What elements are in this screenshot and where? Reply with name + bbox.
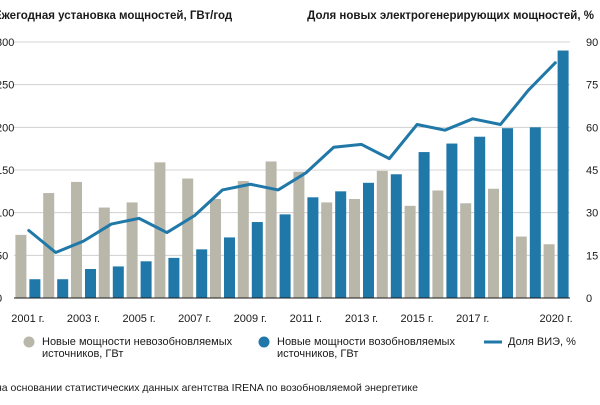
bar-nonrenewable — [265, 161, 277, 298]
left-tick-label: 50 — [0, 250, 8, 262]
bar-nonrenewable — [182, 178, 194, 298]
legend-marker-renewable — [258, 336, 270, 348]
bar-renewable — [557, 50, 569, 299]
bar-renewable — [446, 143, 458, 298]
bar-renewable — [251, 222, 263, 298]
bar-renewable — [140, 261, 152, 298]
right-tick-label: 75 — [586, 80, 598, 92]
bar-renewable — [57, 279, 69, 298]
bar-renewable — [390, 174, 402, 298]
bar-nonrenewable — [432, 190, 444, 298]
share-point — [194, 215, 196, 217]
share-point — [555, 61, 557, 63]
share-point — [55, 251, 57, 253]
bar-nonrenewable — [515, 236, 527, 298]
x-tick-label: 2009 г. — [234, 313, 267, 325]
right-tick-label: 30 — [586, 208, 598, 220]
right-tick-label: 60 — [586, 122, 598, 134]
bar-nonrenewable — [349, 199, 360, 298]
share-point — [166, 232, 168, 234]
share-point — [361, 143, 362, 145]
x-tick-label: 2017 г. — [456, 313, 489, 325]
gridlines — [14, 41, 570, 256]
bar-nonrenewable — [210, 199, 221, 298]
bar-renewable — [335, 191, 347, 298]
x-tick-label: 2011 г. — [290, 313, 322, 325]
bar-renewable — [224, 237, 235, 298]
share-point — [277, 189, 279, 191]
bar-nonrenewable — [404, 205, 416, 298]
bar-renewable — [196, 249, 208, 298]
bar-nonrenewable — [15, 234, 27, 298]
bar-renewable — [168, 257, 180, 298]
share-point — [138, 217, 140, 219]
left-tick-label: 300 — [0, 37, 14, 49]
share-point — [444, 129, 446, 131]
bar-nonrenewable — [543, 244, 555, 298]
share-polyline — [26, 60, 558, 254]
share-point — [472, 118, 474, 120]
left-tick-label: 150 — [0, 165, 14, 177]
share-point — [500, 123, 501, 125]
bar-renewable — [474, 136, 486, 298]
x-tick-label: 2001 г. — [11, 313, 44, 325]
share-point — [249, 183, 251, 185]
bars — [15, 50, 569, 299]
x-tick-label: 2013 г. — [345, 313, 378, 325]
share-point — [83, 240, 84, 242]
bar-renewable — [363, 182, 374, 298]
x-tick-label: 2015 г. — [400, 313, 433, 325]
x-tick-label: 2003 г. — [67, 313, 100, 325]
bar-nonrenewable — [321, 202, 333, 298]
bar-renewable — [529, 127, 541, 298]
share-point — [416, 123, 418, 125]
x-tick-label: 2007 г. — [178, 313, 211, 325]
legend-marker-nonrenewable — [23, 336, 35, 348]
legend-label-renewable: Новые мощности возобновляемых источников,… — [277, 336, 455, 360]
bar-renewable — [112, 266, 124, 298]
legend: Новые мощности невозобновляемых источнико… — [23, 336, 576, 360]
bar-renewable — [279, 214, 291, 298]
right-tick-label: 90 — [586, 37, 598, 49]
left-tick-label: 100 — [0, 208, 14, 220]
bar-nonrenewable — [237, 181, 249, 298]
share-point — [388, 158, 390, 160]
share-point — [110, 223, 112, 225]
right-tick-label: 0 — [586, 293, 592, 305]
axes: 0 0 50 15 100 30 150 45 200 60 250 75 300 90 2001 г. 20… — [0, 37, 598, 325]
x-tick-label: 2020 г. — [539, 313, 572, 325]
right-tick-label: 45 — [586, 165, 598, 177]
bar-renewable — [502, 128, 513, 298]
left-tick-label: 0 — [0, 293, 2, 305]
share-point — [333, 146, 335, 148]
bar-renewable — [307, 197, 319, 298]
share-point — [527, 89, 529, 91]
bar-nonrenewable — [126, 202, 138, 298]
share-line — [26, 60, 558, 254]
share-point — [305, 172, 307, 174]
legend-label-nonrenewable: Новые мощности невозобновляемых источнико… — [42, 336, 233, 360]
left-axis-title: Ежегодная установка мощностей, ГВт/год — [0, 10, 233, 22]
bar-renewable — [29, 279, 41, 298]
right-axis-title: Доля новых электрогенерирующих мощностей… — [307, 10, 594, 22]
bar-nonrenewable — [71, 181, 82, 298]
bar-nonrenewable — [488, 188, 499, 298]
right-tick-label: 15 — [586, 250, 598, 262]
left-tick-label: 200 — [0, 122, 14, 134]
source-note: на основании статистических данных агент… — [0, 382, 418, 394]
bar-renewable — [418, 152, 430, 298]
share-point — [27, 229, 29, 231]
left-tick-label: 250 — [0, 80, 14, 92]
bar-nonrenewable — [376, 170, 388, 298]
bar-nonrenewable — [98, 207, 110, 298]
bar-nonrenewable — [293, 171, 305, 298]
bar-nonrenewable — [460, 203, 472, 298]
legend-label-share: Доля ВИЭ, % — [508, 336, 576, 348]
bar-renewable — [85, 268, 96, 298]
share-point — [222, 189, 223, 191]
x-tick-label: 2005 г. — [122, 313, 155, 325]
